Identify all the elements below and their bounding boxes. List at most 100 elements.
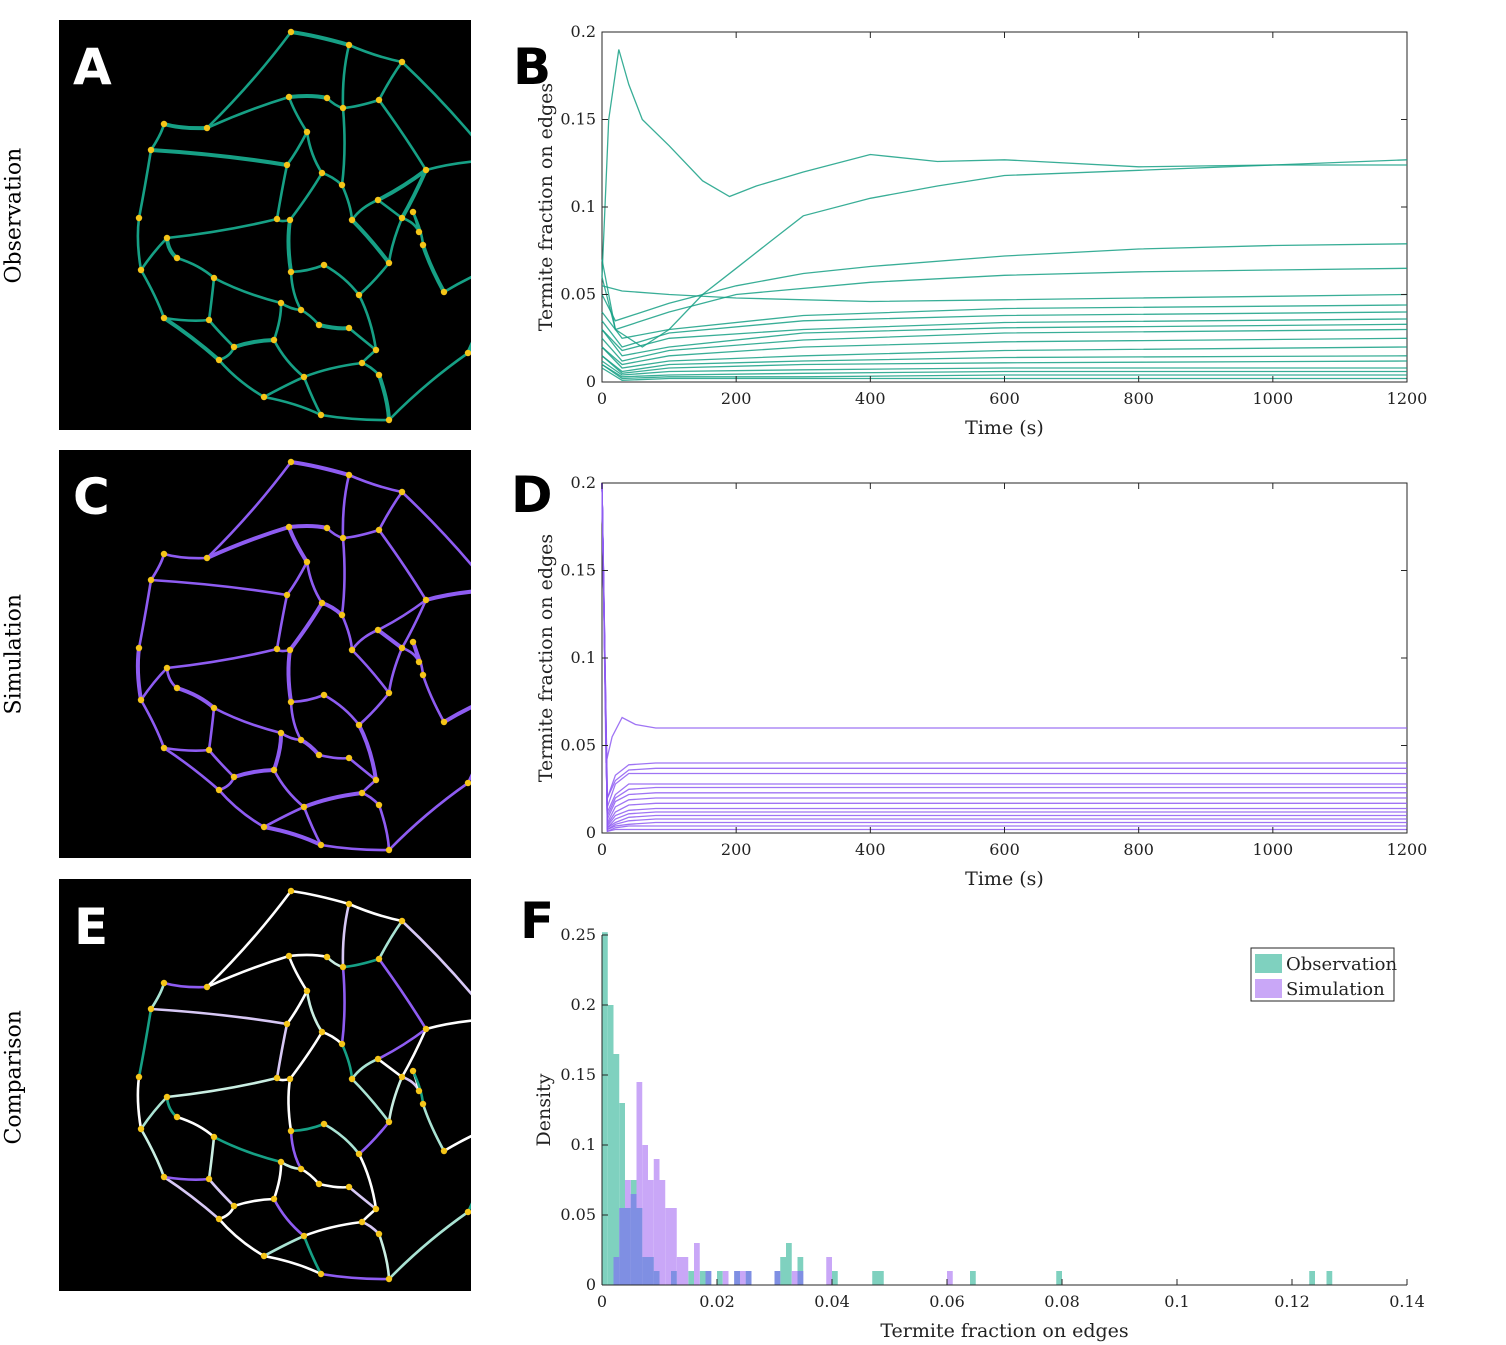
hist-bar-overlap [745, 1271, 752, 1285]
network-node [422, 596, 430, 604]
x-tick-label: 0.08 [1044, 1292, 1080, 1311]
x-tick-label: 0.02 [699, 1292, 735, 1311]
x-tick-label: 1000 [1252, 389, 1293, 408]
network-edge [350, 1057, 380, 1081]
network-edge [350, 628, 380, 652]
network-edge [137, 1007, 153, 1079]
hist-bar-observation [832, 1271, 838, 1285]
network-edge [207, 748, 236, 779]
network-node [415, 1087, 423, 1095]
y-tick-label: 0.2 [571, 22, 596, 41]
network-node [419, 671, 427, 679]
x-tick-label: 1200 [1387, 389, 1428, 408]
network-edge [272, 338, 306, 379]
legend-swatch-observation [1255, 954, 1282, 973]
network-node [285, 93, 293, 101]
legend-label-simulation: Simulation [1286, 979, 1385, 1000]
network-edge [262, 375, 306, 399]
network-node [286, 216, 294, 224]
network-edge [340, 1042, 354, 1081]
network-edge [149, 981, 166, 1011]
network-edge [421, 673, 446, 724]
network-edge [340, 183, 354, 222]
network-edge [139, 1095, 169, 1131]
hist-bar-observation [780, 1257, 786, 1285]
network-edge [350, 1077, 391, 1124]
hist-bar-simulation [642, 1145, 648, 1285]
network-edge [137, 578, 153, 650]
network-node [320, 1120, 328, 1128]
x-tick-label: 0.14 [1389, 1292, 1425, 1311]
network-edge [341, 902, 351, 969]
network-node [385, 1275, 393, 1283]
series-line-sim-p [601, 482, 1407, 833]
network-node [315, 1180, 323, 1188]
network-edge [135, 646, 143, 702]
network-node [339, 534, 347, 542]
network-node [160, 550, 168, 558]
network-edge [262, 1254, 323, 1276]
hist-bar-simulation [947, 1271, 953, 1285]
series-line-edge-f [601, 304, 1408, 340]
network-edge [347, 902, 404, 923]
network-node [135, 214, 143, 222]
hist-bar-simulation [659, 1180, 666, 1285]
hist-bar-overlap [705, 1271, 712, 1285]
network-node [283, 1020, 291, 1028]
network-edge [205, 95, 291, 130]
network-edge [205, 30, 293, 130]
network-edge [136, 216, 143, 272]
network-edge [212, 276, 283, 305]
network-edge [424, 158, 494, 172]
network-node [173, 254, 181, 262]
network-node [300, 803, 308, 811]
network-edge [285, 130, 309, 167]
network-edge [217, 358, 266, 399]
network-node [323, 953, 331, 961]
network-node [375, 96, 383, 104]
network-node [163, 234, 171, 242]
network-node [260, 393, 268, 401]
network-edge [205, 889, 293, 989]
legend-label-observation: Observation [1286, 954, 1398, 975]
network-edge [376, 1027, 428, 1061]
legend-swatch-simulation [1255, 979, 1282, 998]
network-node [320, 261, 328, 269]
network-edge [302, 791, 364, 809]
network-node [398, 488, 406, 496]
network-edge [302, 1220, 364, 1238]
network-edge [322, 693, 361, 727]
network-node [385, 846, 393, 854]
network-node [135, 1073, 143, 1081]
network-edge [377, 919, 404, 961]
series-line-edge-l [601, 346, 1408, 369]
network-edge [289, 270, 303, 312]
network-node [303, 558, 311, 566]
series-line-edge-k [601, 337, 1408, 366]
network-edge [149, 122, 166, 152]
network-edge [175, 686, 216, 710]
network-node [160, 744, 168, 752]
series-line-edge-d [601, 267, 1408, 331]
network-edge [347, 43, 404, 64]
network-node [270, 336, 278, 344]
network-node [345, 471, 353, 479]
network-node [375, 371, 383, 379]
network-node [348, 216, 356, 224]
hist-bar-overlap [613, 1257, 620, 1285]
x-tick-label: 400 [855, 389, 886, 408]
network-node [283, 161, 291, 169]
network-edge [387, 216, 404, 265]
network-edge [357, 1120, 391, 1156]
network-edge [322, 1122, 361, 1156]
network-edge [377, 98, 428, 172]
network-node [203, 554, 211, 562]
y-tick-label: 0.05 [560, 736, 596, 755]
y-tick-label: 0.1 [571, 1135, 596, 1154]
y-tick-label: 0.2 [571, 995, 596, 1014]
network-edge [377, 490, 404, 532]
network-edge [212, 1135, 283, 1164]
network-node [230, 773, 238, 781]
network-node [203, 983, 211, 991]
x-tick-label: 800 [1123, 840, 1154, 859]
